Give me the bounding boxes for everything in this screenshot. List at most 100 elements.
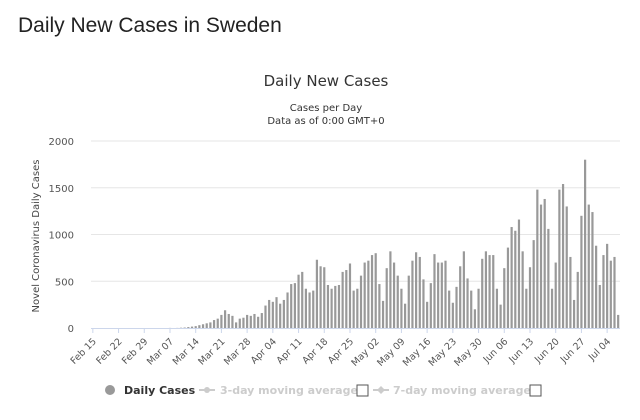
bar[interactable] (444, 260, 447, 328)
bar[interactable] (367, 260, 370, 328)
bar[interactable] (201, 324, 205, 328)
bar[interactable] (569, 256, 572, 328)
bar[interactable] (517, 219, 521, 328)
bar[interactable] (510, 227, 513, 328)
bar[interactable] (488, 255, 491, 328)
bar[interactable] (609, 260, 612, 328)
bar[interactable] (286, 292, 289, 328)
bar[interactable] (359, 275, 363, 328)
bar[interactable] (330, 288, 333, 328)
bar[interactable] (198, 325, 201, 328)
bar[interactable] (525, 288, 528, 328)
bar[interactable] (576, 271, 579, 328)
bar[interactable] (323, 267, 326, 328)
bar[interactable] (293, 283, 296, 328)
bar[interactable] (580, 215, 583, 328)
bar[interactable] (470, 290, 473, 328)
bar[interactable] (356, 288, 359, 328)
bar[interactable] (429, 283, 432, 328)
bar[interactable] (194, 326, 197, 328)
bar[interactable] (422, 279, 425, 328)
bar[interactable] (514, 230, 517, 328)
bar[interactable] (275, 297, 278, 328)
bar[interactable] (396, 275, 399, 328)
bar[interactable] (418, 256, 421, 328)
bar[interactable] (242, 317, 245, 328)
bar[interactable] (319, 266, 322, 328)
bar[interactable] (448, 290, 451, 328)
bar[interactable] (462, 251, 465, 328)
bar[interactable] (550, 288, 554, 328)
bar[interactable] (481, 258, 484, 328)
bar[interactable] (348, 263, 352, 328)
bar[interactable] (415, 252, 418, 328)
bar[interactable] (503, 268, 506, 328)
bar[interactable] (455, 286, 458, 328)
bar[interactable] (268, 299, 271, 328)
bar[interactable] (352, 290, 355, 328)
bar[interactable] (374, 253, 377, 328)
bar[interactable] (301, 271, 304, 328)
bar[interactable] (547, 228, 550, 328)
bar[interactable] (345, 270, 348, 328)
legend-item-3-day-moving-average[interactable]: 3-day moving average (199, 384, 358, 397)
bar[interactable] (433, 254, 436, 328)
bar[interactable] (499, 304, 502, 329)
bar[interactable] (257, 316, 260, 328)
bar[interactable] (539, 204, 543, 328)
bar[interactable] (536, 189, 539, 328)
bar[interactable] (392, 262, 396, 328)
bar[interactable] (492, 255, 495, 328)
bar[interactable] (389, 251, 392, 328)
bar[interactable] (385, 268, 388, 328)
bar[interactable] (459, 266, 462, 328)
bar[interactable] (426, 301, 429, 328)
bar[interactable] (554, 262, 557, 328)
bar[interactable] (528, 267, 532, 328)
bar[interactable] (260, 313, 263, 328)
legend-item-daily-cases[interactable]: Daily Cases (105, 384, 196, 397)
bar[interactable] (370, 255, 374, 328)
bar[interactable] (411, 260, 414, 328)
bar[interactable] (341, 271, 344, 328)
bar[interactable] (308, 292, 311, 328)
bar[interactable] (407, 275, 410, 328)
bar[interactable] (613, 256, 616, 328)
bar[interactable] (246, 314, 249, 328)
bar[interactable] (363, 262, 366, 328)
bar[interactable] (400, 288, 403, 328)
bar[interactable] (602, 255, 605, 328)
bar[interactable] (565, 206, 568, 328)
bar[interactable] (223, 310, 227, 328)
bar[interactable] (521, 251, 524, 328)
bar[interactable] (235, 322, 238, 328)
bar[interactable] (238, 318, 241, 328)
bar[interactable] (532, 240, 535, 328)
bar[interactable] (591, 212, 594, 328)
bar[interactable] (403, 303, 407, 328)
bar[interactable] (617, 314, 620, 328)
bar[interactable] (227, 313, 230, 328)
bar[interactable] (282, 299, 285, 328)
bar[interactable] (606, 243, 609, 328)
legend-checkbox-7-day[interactable] (529, 384, 542, 397)
bar[interactable] (451, 302, 454, 328)
bar[interactable] (337, 284, 341, 328)
bar[interactable] (495, 288, 499, 328)
bar[interactable] (190, 326, 194, 328)
bar[interactable] (315, 259, 319, 328)
bar[interactable] (484, 251, 488, 328)
bar[interactable] (220, 314, 223, 328)
bar[interactable] (558, 189, 561, 328)
legend-checkbox-3-day[interactable] (356, 384, 369, 397)
bar[interactable] (437, 262, 440, 328)
bar[interactable] (297, 274, 300, 328)
bar[interactable] (440, 262, 443, 328)
bar[interactable] (466, 278, 469, 328)
bar[interactable] (506, 247, 510, 328)
bar[interactable] (572, 299, 576, 328)
bar[interactable] (598, 284, 601, 328)
bar[interactable] (326, 284, 330, 328)
bar[interactable] (378, 284, 381, 328)
bar[interactable] (595, 245, 598, 328)
